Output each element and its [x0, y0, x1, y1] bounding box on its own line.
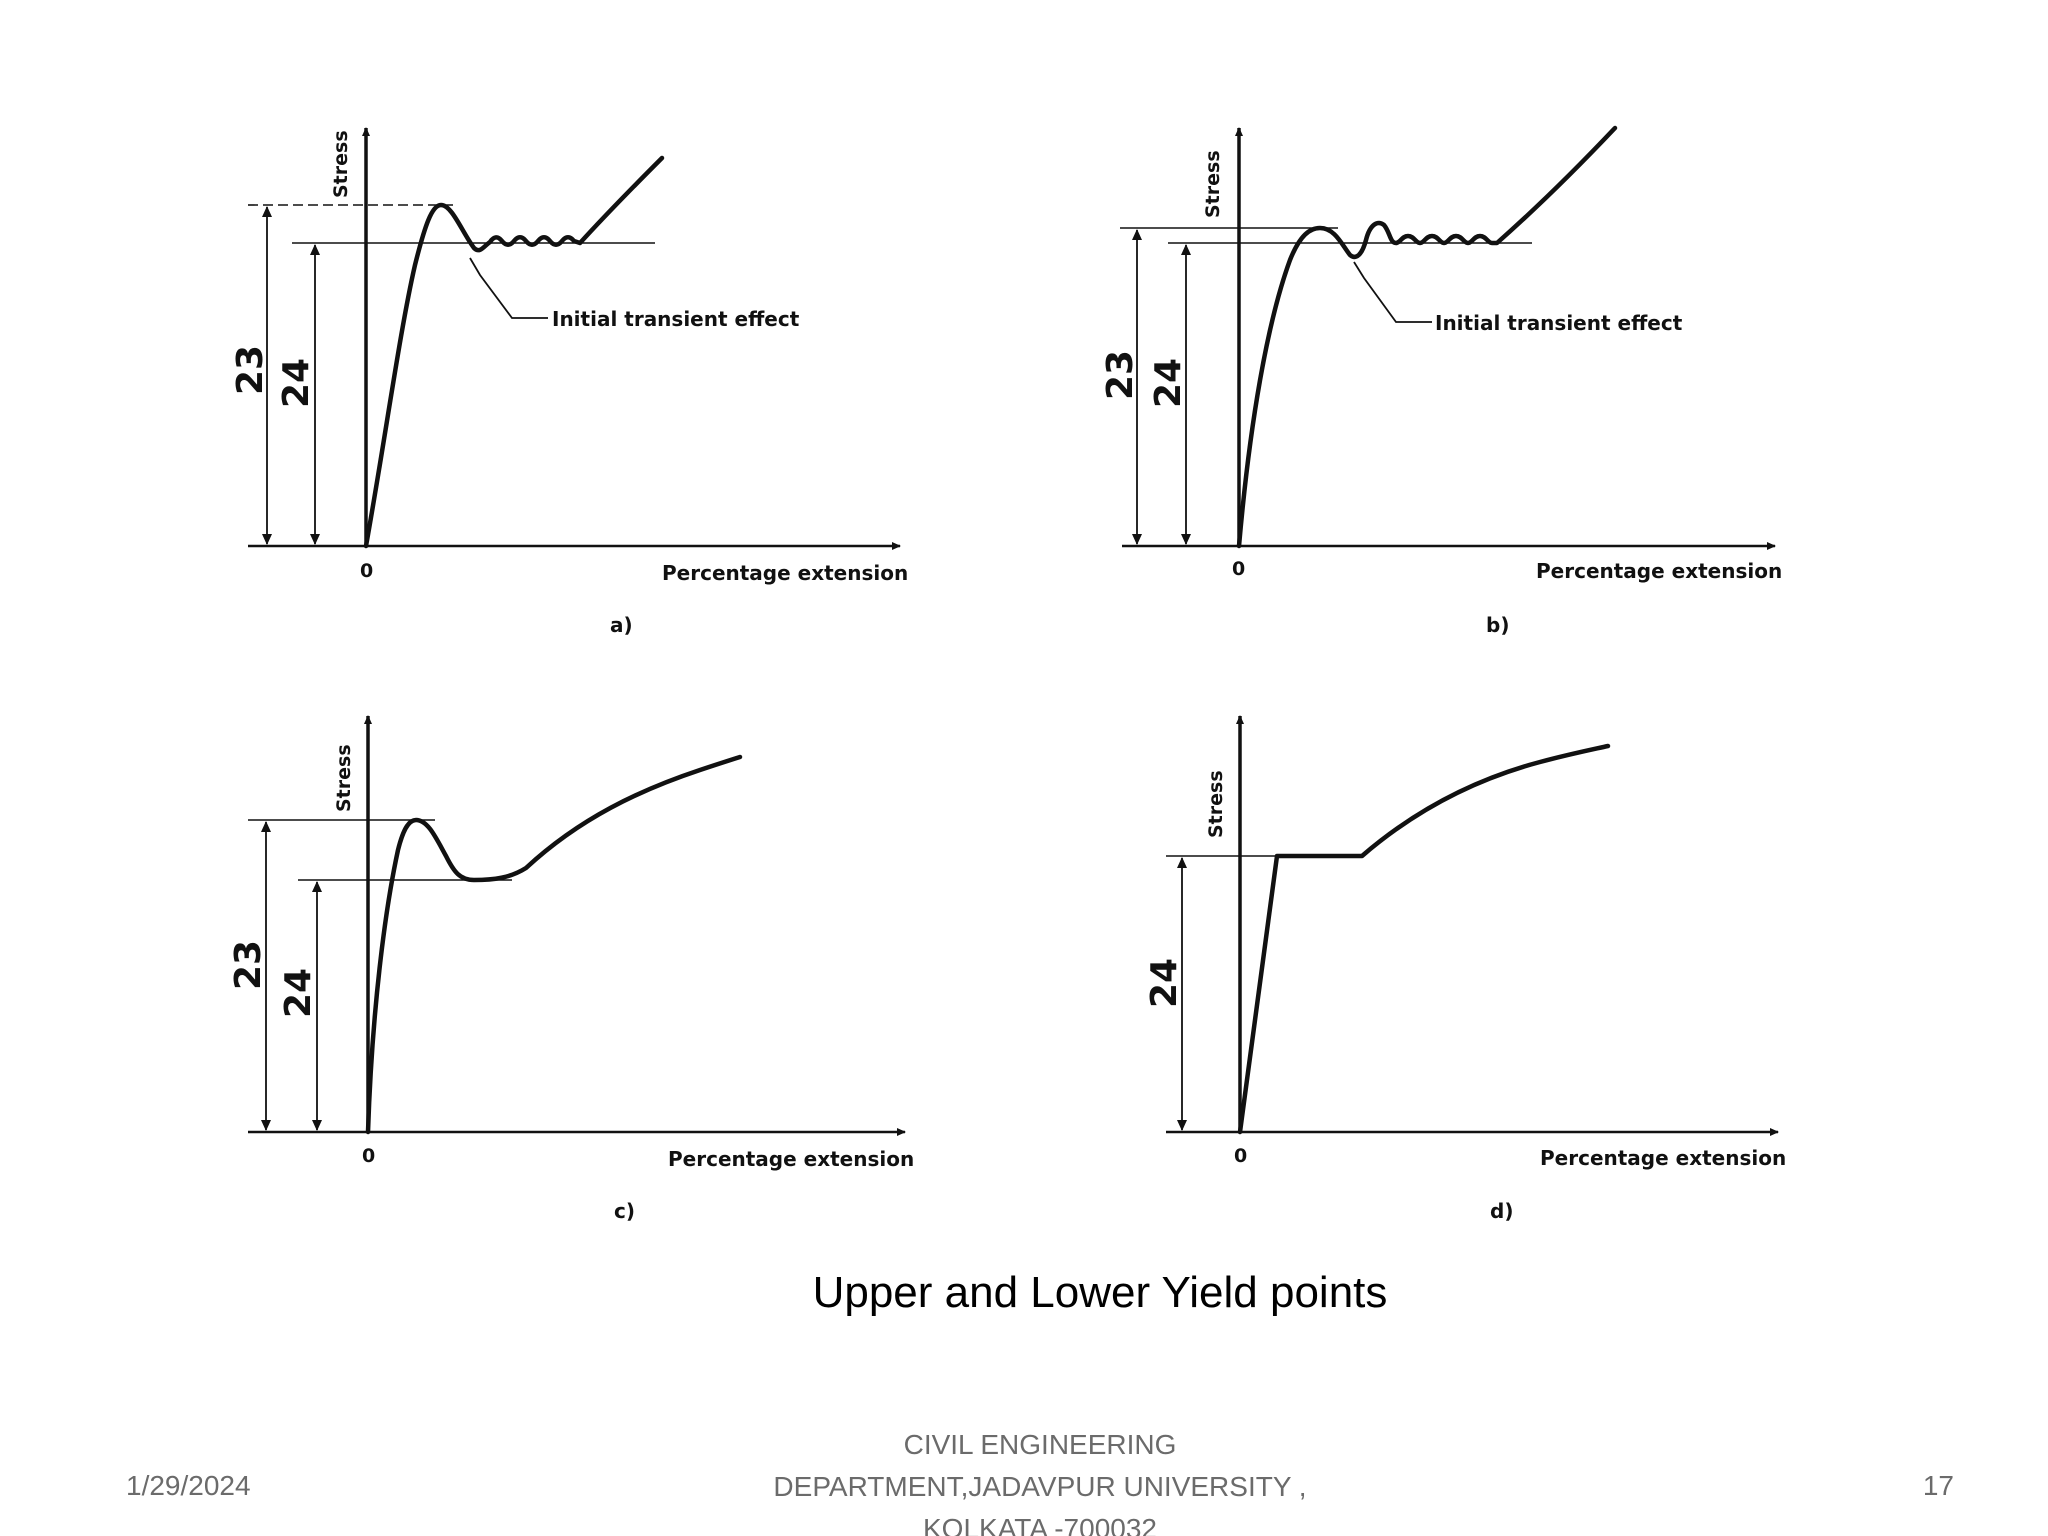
diagram-b: Stress 23 24 Initial transient effect 0 …: [1100, 125, 1782, 637]
diagram-b-upper-dim-label: 23: [1100, 350, 1141, 400]
diagram-a-curve: [363, 155, 665, 549]
diagram-d-origin-label: 0: [1234, 1145, 1247, 1167]
diagram-b-origin-label: 0: [1232, 558, 1245, 580]
footer-organization: CIVIL ENGINEERING DEPARTMENT,JADAVPUR UN…: [700, 1424, 1380, 1536]
diagram-d-curve: [1237, 743, 1611, 1135]
diagram-b-y-axis-label: Stress: [1202, 150, 1224, 218]
diagram-b-lower-dim-label: 24: [1148, 358, 1189, 408]
diagram-c-curve: [365, 754, 743, 1135]
diagram-d-panel-label: d): [1490, 1199, 1513, 1223]
diagram-a: Stress 23 24 Initial transient effect 0 …: [230, 127, 908, 637]
diagram-c-upper-dim-label: 23: [228, 940, 269, 990]
footer-organization-line: KOLKATA -700032: [923, 1513, 1157, 1536]
diagram-d-x-axis-label: Percentage extension: [1540, 1146, 1786, 1170]
diagram-c-lower-dim-label: 24: [278, 968, 319, 1018]
diagram-a-panel-label: a): [610, 613, 633, 637]
diagram-c-panel-label: c): [614, 1199, 635, 1223]
page-number: 17: [1922, 1470, 1954, 1501]
diagram-a-origin-label: 0: [360, 560, 373, 582]
diagram-a-x-axis-label: Percentage extension: [662, 561, 908, 585]
diagram-a-y-axis-label: Stress: [330, 130, 352, 198]
diagram-c: Stress 23 24 0 Percentage extension c): [228, 715, 914, 1223]
diagram-d-lower-dim-label: 24: [1144, 958, 1185, 1008]
figure-caption: Upper and Lower Yield points: [812, 1268, 1388, 1317]
diagram-b-x-axis-label: Percentage extension: [1536, 559, 1782, 583]
diagram-c-origin-label: 0: [362, 1145, 375, 1167]
diagram-c-x-axis-label: Percentage extension: [668, 1147, 914, 1171]
diagram-b-annotation: Initial transient effect: [1435, 311, 1683, 335]
diagram-a-lower-dim-label: 24: [276, 358, 317, 408]
diagram-d-y-axis-label: Stress: [1205, 770, 1227, 838]
footer-organization-line: DEPARTMENT,JADAVPUR UNIVERSITY ,: [773, 1471, 1307, 1502]
diagram-a-upper-dim-label: 23: [230, 345, 271, 395]
footer-date: 1/29/2024: [126, 1470, 251, 1501]
diagram-b-curve: [1236, 125, 1618, 549]
diagram-b-panel-label: b): [1486, 613, 1509, 637]
diagram-c-y-axis-label: Stress: [333, 744, 355, 812]
footer-organization-line: CIVIL ENGINEERING: [903, 1429, 1177, 1460]
diagram-d: Stress 24 0 Percentage extension d): [1144, 715, 1786, 1223]
diagram-a-annotation: Initial transient effect: [552, 307, 800, 331]
